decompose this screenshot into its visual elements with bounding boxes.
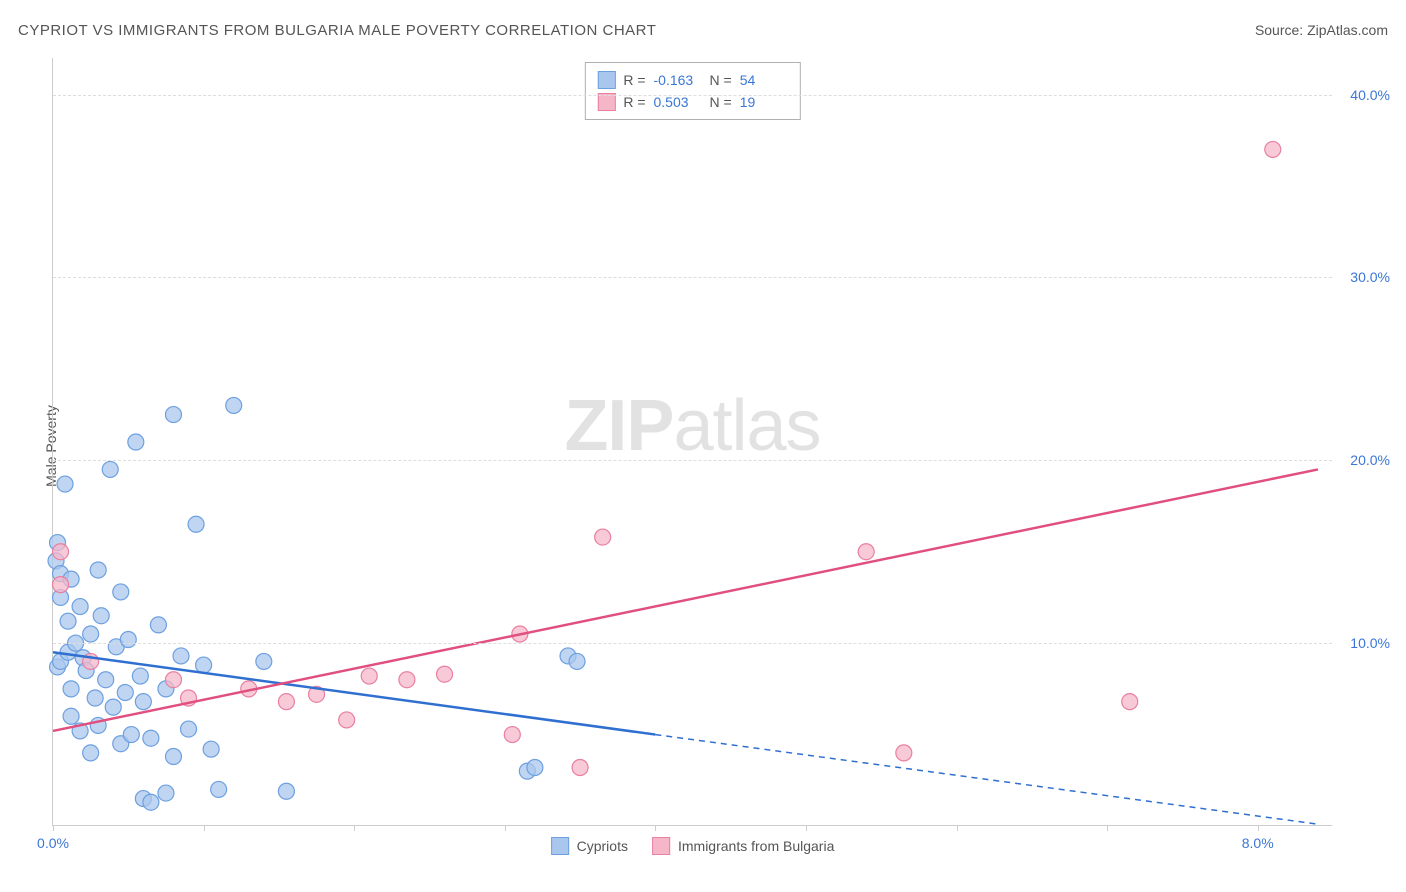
- data-point: [196, 657, 212, 673]
- data-point: [278, 694, 294, 710]
- data-point: [203, 741, 219, 757]
- data-point: [896, 745, 912, 761]
- data-point: [173, 648, 189, 664]
- x-tick: [655, 825, 656, 831]
- data-point: [63, 681, 79, 697]
- data-point: [143, 794, 159, 810]
- grid-line: [53, 95, 1332, 96]
- data-point: [504, 727, 520, 743]
- y-tick-label: 20.0%: [1340, 452, 1390, 468]
- data-point: [87, 690, 103, 706]
- y-tick-label: 30.0%: [1340, 269, 1390, 285]
- legend-swatch: [551, 837, 569, 855]
- y-tick-label: 10.0%: [1340, 635, 1390, 651]
- data-point: [93, 608, 109, 624]
- data-point: [120, 631, 136, 647]
- chart-title: CYPRIOT VS IMMIGRANTS FROM BULGARIA MALE…: [18, 22, 656, 39]
- data-point: [123, 727, 139, 743]
- data-point: [53, 544, 69, 560]
- x-tick: [53, 825, 54, 831]
- data-point: [135, 694, 151, 710]
- data-point: [128, 434, 144, 450]
- data-point: [158, 785, 174, 801]
- data-point: [83, 745, 99, 761]
- legend-label: Cypriots: [577, 838, 628, 854]
- data-point: [150, 617, 166, 633]
- scatter-svg: [53, 58, 1332, 825]
- x-tick-label: 8.0%: [1242, 835, 1274, 851]
- data-point: [60, 613, 76, 629]
- data-point: [1122, 694, 1138, 710]
- data-point: [53, 577, 69, 593]
- data-point: [858, 544, 874, 560]
- source-label: Source:: [1255, 22, 1303, 38]
- data-point: [102, 461, 118, 477]
- data-point: [437, 666, 453, 682]
- data-point: [181, 721, 197, 737]
- x-tick: [505, 825, 506, 831]
- data-point: [98, 672, 114, 688]
- y-tick-label: 40.0%: [1340, 87, 1390, 103]
- data-point: [188, 516, 204, 532]
- x-tick: [204, 825, 205, 831]
- data-point: [211, 781, 227, 797]
- trend-line-extrapolated: [655, 735, 1318, 825]
- grid-line: [53, 643, 1332, 644]
- x-tick: [1107, 825, 1108, 831]
- x-tick-label: 0.0%: [37, 835, 69, 851]
- data-point: [57, 476, 73, 492]
- data-point: [339, 712, 355, 728]
- legend-swatch: [652, 837, 670, 855]
- data-point: [63, 708, 79, 724]
- data-point: [165, 407, 181, 423]
- data-point: [105, 699, 121, 715]
- data-point: [165, 749, 181, 765]
- legend-item: Cypriots: [551, 837, 628, 855]
- data-point: [399, 672, 415, 688]
- series-legend: Cypriots Immigrants from Bulgaria: [551, 837, 835, 855]
- data-point: [569, 653, 585, 669]
- data-point: [165, 672, 181, 688]
- data-point: [117, 685, 133, 701]
- data-point: [527, 759, 543, 775]
- legend-label: Immigrants from Bulgaria: [678, 838, 834, 854]
- data-point: [595, 529, 611, 545]
- source-attribution: Source: ZipAtlas.com: [1255, 22, 1388, 38]
- grid-line: [53, 460, 1332, 461]
- plot-area: ZIPatlas R = -0.163 N = 54 R = 0.503 N =…: [52, 58, 1332, 826]
- x-tick: [957, 825, 958, 831]
- data-point: [256, 653, 272, 669]
- data-point: [132, 668, 148, 684]
- data-point: [90, 562, 106, 578]
- data-point: [1265, 141, 1281, 157]
- data-point: [226, 397, 242, 413]
- data-point: [72, 599, 88, 615]
- data-point: [143, 730, 159, 746]
- data-point: [113, 584, 129, 600]
- x-tick: [1258, 825, 1259, 831]
- data-point: [83, 626, 99, 642]
- data-point: [278, 783, 294, 799]
- x-tick: [354, 825, 355, 831]
- trend-line: [53, 469, 1318, 730]
- data-point: [361, 668, 377, 684]
- legend-item: Immigrants from Bulgaria: [652, 837, 834, 855]
- source-name: ZipAtlas.com: [1307, 22, 1388, 38]
- data-point: [572, 759, 588, 775]
- grid-line: [53, 277, 1332, 278]
- x-tick: [806, 825, 807, 831]
